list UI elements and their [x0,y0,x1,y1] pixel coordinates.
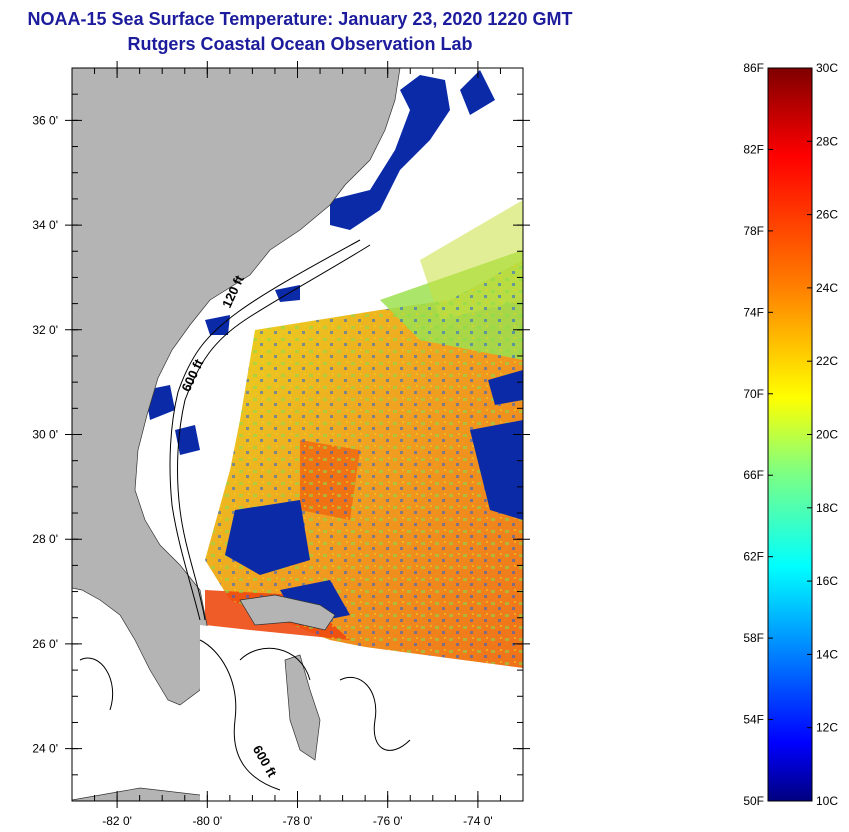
colorbar-c-label: 10C [816,794,838,808]
lat-tick-label: 26 0' [32,637,58,651]
colorbar-f-label: 70F [743,387,764,401]
lat-tick-label: 36 0' [32,113,58,127]
lon-tick-label: -76 0' [373,814,403,828]
colorbar-f-label: 62F [743,550,764,564]
colorbar-f-label: 54F [743,713,764,727]
map-title: NOAA-15 Sea Surface Temperature: January… [27,9,573,29]
lon-tick-label: -80 0' [192,814,222,828]
colorbar-f-label: 86F [743,61,764,75]
lat-tick-label: 24 0' [32,742,58,756]
colorbar-f-label: 78F [743,224,764,238]
colorbar-c-label: 22C [816,354,838,368]
colorbar-c-label: 18C [816,501,838,515]
map-subtitle: Rutgers Coastal Ocean Observation Lab [127,34,473,54]
colorbar-c-label: 12C [816,721,838,735]
colorbar-f-label: 82F [743,142,764,156]
colorbar-f-label: 74F [743,305,764,319]
colorbar-c-label: 16C [816,574,838,588]
lon-tick-label: -78 0' [283,814,313,828]
map-area [72,68,523,801]
colorbar-c-label: 14C [816,647,838,661]
lon-tick-label: -82 0' [102,814,132,828]
colorbar-f-label: 50F [743,794,764,808]
bathymetry-contours [79,239,411,791]
lon-tick-label: -74 0' [463,814,493,828]
colorbar-c-label: 20C [816,428,838,442]
lat-tick-label: 28 0' [32,532,58,546]
colorbar-f-label: 66F [743,468,764,482]
swath-edge [200,625,523,801]
colorbar-ticks: 86F 82F 78F 74F 70F 66F 62F 58F 54F 50F 30C 28C 26C 2… [743,61,838,808]
lat-tick-label: 32 0' [32,323,58,337]
lat-tick-label: 30 0' [32,428,58,442]
lat-tick-label: 34 0' [32,218,58,232]
colorbar-c-label: 26C [816,208,838,222]
axis-ticks: 24 0' 26 0' 28 0' 30 0' 32 0' 34 0' 36 0' -82 0… [32,61,530,828]
colorbar-c-label: 28C [816,134,838,148]
colorbar-c-label: 30C [816,61,838,75]
colorbar-f-label: 58F [743,631,764,645]
colorbar [767,67,813,802]
cold-water-patches [145,70,523,625]
colorbar-c-label: 24C [816,281,838,295]
